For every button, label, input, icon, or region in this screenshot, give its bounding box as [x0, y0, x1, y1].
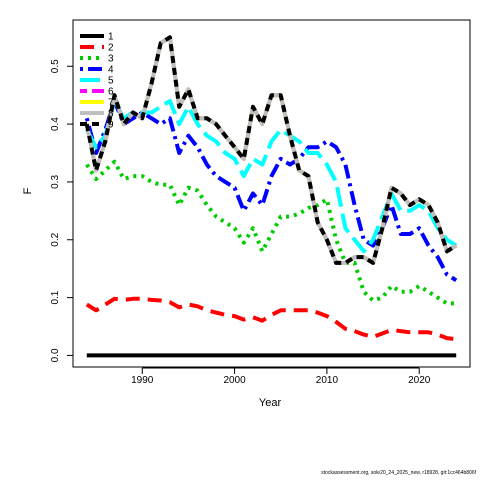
x-tick-label: 2020 — [408, 375, 431, 386]
legend-label: 1 — [108, 32, 114, 43]
series-layer — [84, 35, 458, 358]
legend-item-6: 6 — [80, 87, 114, 98]
y-tick-label: 0.2 — [50, 232, 61, 246]
series-line-2 — [85, 296, 457, 342]
y-tick-label: 0.3 — [50, 175, 61, 189]
legend-item-2: 2 — [80, 43, 114, 54]
x-tick-label: 2000 — [223, 375, 246, 386]
series-line-3 — [85, 159, 457, 306]
legend-item-5: 5 — [80, 76, 114, 87]
series-line-9 — [84, 35, 458, 265]
legend-label: 7 — [108, 98, 114, 109]
x-axis: 1990 2000 2010 2020 — [131, 367, 431, 386]
x-axis-title: Year — [259, 397, 282, 409]
y-tick-label: 0.0 — [50, 348, 61, 362]
series-line-4 — [84, 99, 458, 282]
legend-label: 9 — [108, 120, 114, 131]
x-tick-label: 1990 — [131, 375, 154, 386]
y-axis-title: F — [22, 187, 34, 194]
legend-item-9: 9 — [80, 120, 114, 131]
y-tick-label: 0.1 — [50, 290, 61, 304]
legend-item-7: 7 — [80, 98, 114, 109]
legend-item-8: 8 — [80, 109, 114, 120]
y-axis: 0.0 0.1 0.2 0.3 0.4 0.5 — [50, 59, 74, 362]
footnote: stockassessment.org, sole20_24_2025_new,… — [321, 470, 476, 476]
legend-label: 2 — [108, 43, 114, 54]
legend-label: 5 — [108, 76, 114, 87]
legend-label: 3 — [108, 54, 114, 65]
x-tick-label: 2010 — [316, 375, 339, 386]
legend-label: 6 — [108, 87, 114, 98]
y-tick-label: 0.5 — [50, 59, 61, 73]
legend-label: 8 — [108, 109, 114, 120]
legend-item-3: 3 — [80, 54, 114, 65]
legend-label: 4 — [108, 65, 114, 76]
series-line-5 — [85, 99, 458, 254]
legend-item-1: 1 — [80, 32, 114, 43]
y-tick-label: 0.4 — [50, 117, 61, 131]
legend-item-4: 4 — [80, 65, 114, 76]
